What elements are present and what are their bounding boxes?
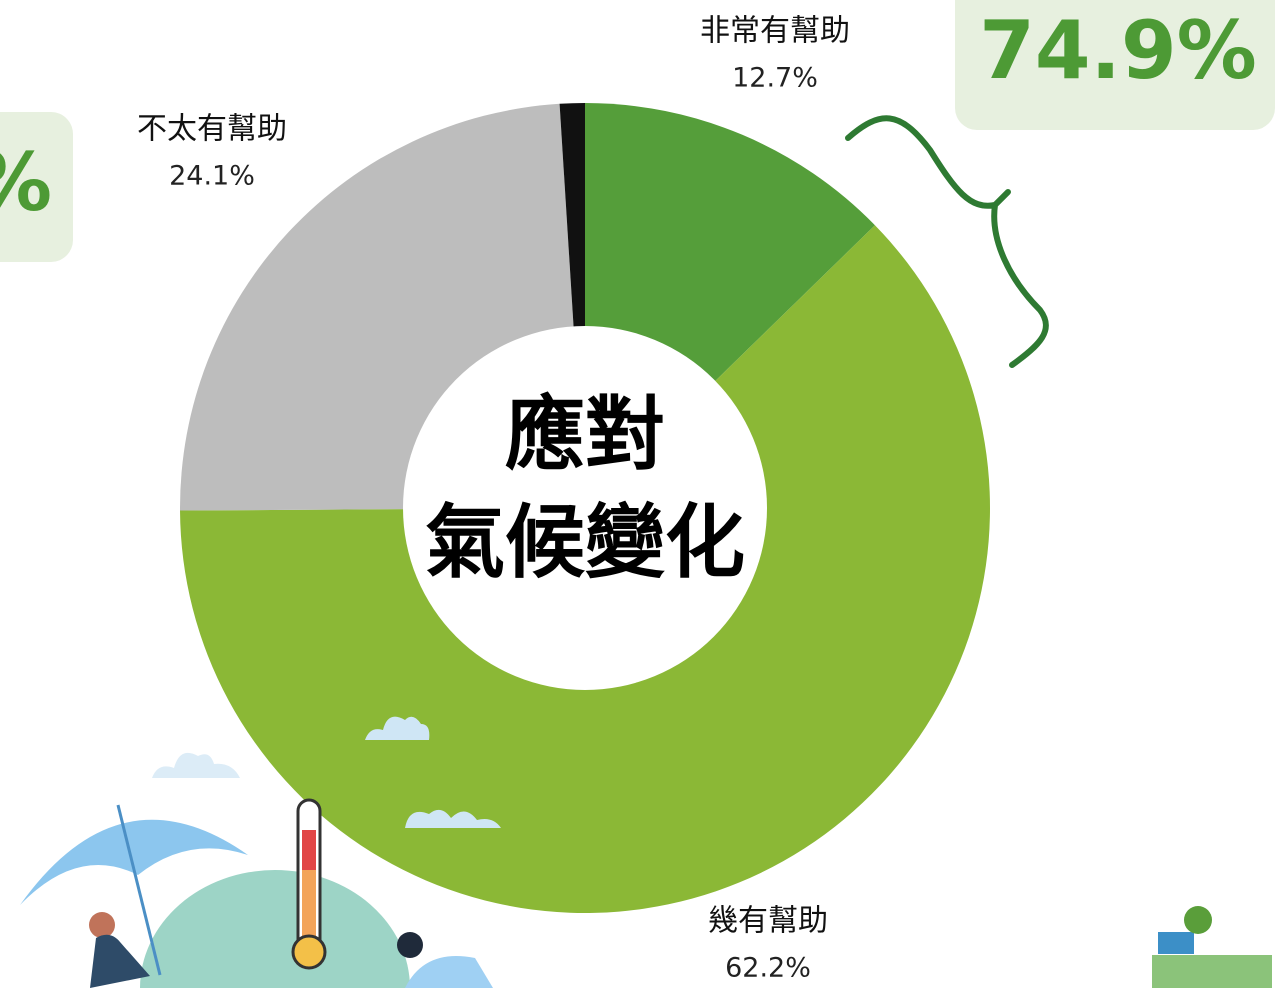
umbrella-handle xyxy=(116,804,162,976)
person xyxy=(405,956,493,988)
callout-box xyxy=(0,112,73,262)
callout-right: 74.9% xyxy=(955,0,1275,130)
person xyxy=(397,932,423,958)
slice-label: 不太有幫助 xyxy=(137,112,287,147)
illustration xyxy=(20,716,1272,988)
thermometer-fill xyxy=(302,870,316,940)
icon-solar xyxy=(1158,932,1194,954)
cloud xyxy=(405,809,501,828)
callout-text: % xyxy=(0,136,52,229)
icon-ground xyxy=(1152,955,1272,988)
slice-label: 幾有幫助 xyxy=(708,904,828,939)
callout-left: % xyxy=(0,112,73,262)
value-label: 62.2% xyxy=(725,953,811,984)
value-label: 24.1% xyxy=(169,161,255,192)
person xyxy=(90,934,150,988)
cloud xyxy=(365,716,430,740)
center-label: 氣候變化 xyxy=(425,496,745,589)
thermometer-fill xyxy=(302,830,316,870)
icon-tree xyxy=(1184,906,1212,934)
thermometer-bulb xyxy=(291,934,327,970)
globe xyxy=(140,870,410,988)
donut-hole xyxy=(403,326,767,690)
slice-label: 非常有幫助 xyxy=(700,14,850,49)
callout-text: 74.9% xyxy=(979,4,1257,97)
callout-box xyxy=(955,0,1275,130)
cloud xyxy=(152,752,240,778)
person xyxy=(89,912,115,938)
umbrella xyxy=(20,819,248,905)
brace xyxy=(845,115,1049,368)
value-label: 12.7% xyxy=(732,63,818,94)
center-label: 應對 xyxy=(505,388,665,481)
